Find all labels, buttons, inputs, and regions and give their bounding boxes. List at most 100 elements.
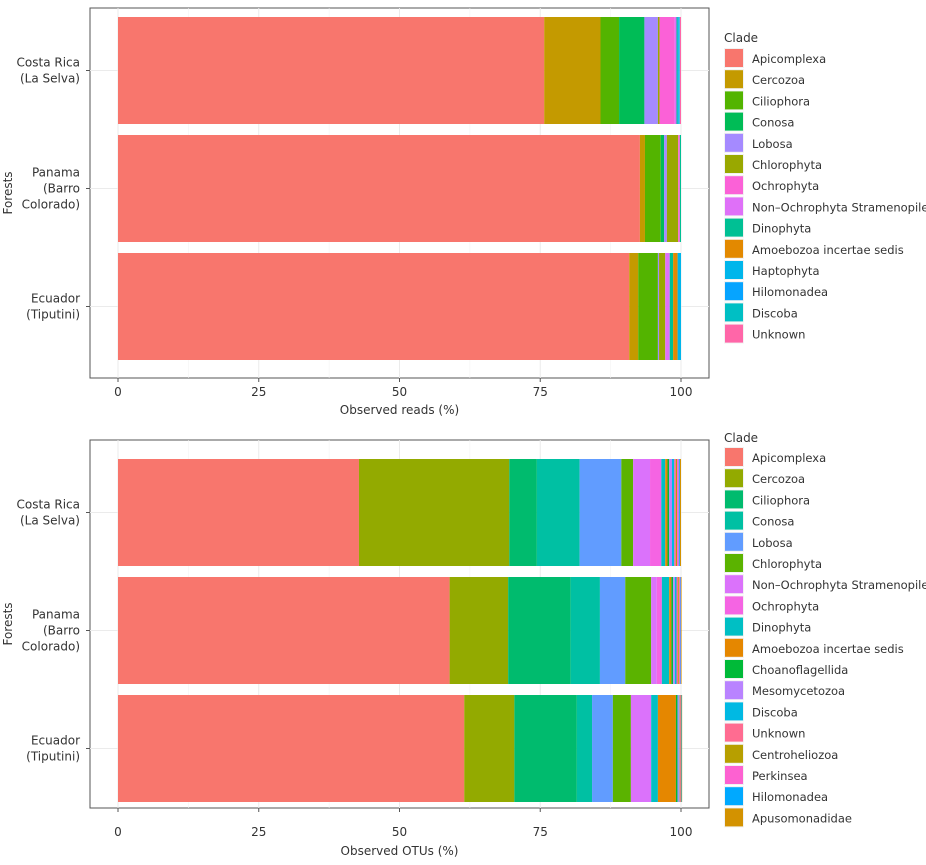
bar-segment-ciliophora bbox=[600, 17, 620, 124]
legend-label: Chlorophyta bbox=[752, 557, 822, 571]
bar-segment-lobosa bbox=[579, 459, 622, 566]
bar-segment-unknown bbox=[676, 577, 679, 684]
bar-segment-chlorophyta bbox=[625, 577, 652, 684]
bar-segment-chlorophyta bbox=[666, 135, 679, 242]
legend-label: Unknown bbox=[752, 727, 805, 741]
legend-label: Unknown bbox=[752, 328, 805, 342]
legend-label: Ciliophora bbox=[752, 493, 810, 507]
bar-segment-apicomplexa bbox=[118, 577, 450, 684]
bar-segment-dinophyta bbox=[661, 577, 670, 684]
bar-segment-amoebozoa-incertae-sedis bbox=[673, 253, 678, 360]
bar-segment-cercozoa bbox=[544, 17, 601, 124]
legend-swatch bbox=[725, 324, 743, 343]
bar-segment-apicomplexa bbox=[118, 459, 359, 566]
bar-segment-amoebozoa-incertae-sedis bbox=[665, 459, 668, 566]
bar-segment-dinophyta bbox=[669, 253, 674, 360]
bar-segment-cercozoa bbox=[358, 459, 510, 566]
y-tick-label: Panama (Barro Colorado) bbox=[22, 166, 80, 212]
legend-swatch bbox=[725, 197, 743, 216]
legend-swatch bbox=[725, 808, 743, 827]
bar-segment-discoba bbox=[671, 459, 675, 566]
y-axis-label: Forests bbox=[1, 602, 15, 645]
legend: Clade Apicomplexa Cercozoa Ciliophora Conosa… bbox=[724, 431, 926, 828]
bar-segment-amoebozoa-incertae-sedis bbox=[657, 695, 676, 802]
bar-segment-hilomonadea bbox=[681, 695, 682, 802]
legend-swatch bbox=[725, 490, 743, 509]
legend-label: Conosa bbox=[752, 116, 794, 130]
legend-swatch bbox=[725, 511, 743, 530]
chart-panel-2: Costa Rica (La Selva) Panama (Barro Colorado… bbox=[1, 431, 926, 858]
bar-segment-conosa bbox=[660, 135, 665, 242]
legend-swatch bbox=[725, 660, 743, 678]
legend-title: Clade bbox=[724, 431, 758, 445]
bar-segment-non-ochrophyta-stramenopiles bbox=[665, 253, 670, 360]
bar-segment-non-ochrophyta-stramenopiles bbox=[630, 695, 652, 802]
bar-segment-ciliophora bbox=[644, 135, 661, 242]
bar-segment-ochrophyta bbox=[678, 135, 680, 242]
legend-swatch bbox=[725, 70, 743, 89]
bar-segment-dinophyta bbox=[661, 459, 666, 566]
bar-segment-ciliophora bbox=[508, 577, 571, 684]
bar-segment-conosa bbox=[570, 577, 600, 684]
bar-segment-choanoflagellida bbox=[675, 695, 678, 802]
bar-segment-ochrophyta bbox=[650, 459, 662, 566]
legend-label: Hilomonadea bbox=[752, 790, 828, 804]
bar-segment-conosa bbox=[619, 17, 645, 124]
x-tick-label: 100 bbox=[670, 825, 693, 839]
bar-segment-apicomplexa bbox=[118, 17, 545, 124]
legend-label: Discoba bbox=[752, 705, 798, 719]
legend-label: Dinophyta bbox=[752, 621, 811, 635]
bar-segment-ciliophora bbox=[638, 253, 658, 360]
bar-segment-lobosa bbox=[664, 135, 667, 242]
bar-segment-hilomonadea bbox=[680, 577, 681, 684]
legend-swatch bbox=[725, 744, 743, 763]
legend-swatch bbox=[725, 218, 743, 237]
bar-segment-mesomycetozoa bbox=[669, 459, 672, 566]
legend-label: Cercozoa bbox=[752, 73, 805, 87]
bar-segment-apusomonadidae bbox=[679, 459, 681, 566]
x-tick-label: 25 bbox=[251, 825, 266, 839]
legend-label: Dinophyta bbox=[752, 222, 811, 236]
legend-swatch bbox=[725, 448, 743, 466]
legend-label: Choanoflagellida bbox=[752, 663, 848, 677]
legend-swatch bbox=[725, 617, 743, 636]
legend-swatch bbox=[725, 787, 743, 806]
x-tick-label: 0 bbox=[114, 825, 122, 839]
bar-segment-hilomonadea bbox=[678, 459, 680, 566]
bar-segment-discoba bbox=[678, 695, 680, 802]
x-tick-label: 50 bbox=[392, 825, 407, 839]
chart-panel-1: Costa Rica (La Selva) Panama (Barro Colorado… bbox=[1, 7, 926, 417]
bar-segment-discoba bbox=[679, 17, 680, 124]
legend-label: Apusomonadidae bbox=[752, 811, 852, 825]
bar-segment-ochrophyta bbox=[659, 17, 675, 124]
legend-swatch bbox=[725, 239, 743, 258]
legend-label: Ochrophyta bbox=[752, 179, 819, 193]
legend-swatch bbox=[725, 681, 743, 700]
bar-segment-centroheliozoa bbox=[678, 577, 680, 684]
bar-segment-ciliophora bbox=[509, 459, 537, 566]
x-axis-label: Observed reads (%) bbox=[340, 403, 459, 417]
legend-swatch bbox=[725, 261, 743, 279]
bar-segment-chlorophyta bbox=[657, 17, 660, 124]
legend-label: Non–Ochrophyta Stramenopiles bbox=[752, 200, 926, 214]
y-tick-label: Costa Rica (La Selva) bbox=[17, 498, 80, 528]
bar-segment-non-ochrophyta-stramenopiles bbox=[674, 17, 677, 124]
bar-segment-mesomycetozoa bbox=[673, 577, 675, 684]
bar-segment-chlorophyta bbox=[621, 459, 634, 566]
bar-segment-conosa bbox=[536, 459, 580, 566]
bar-segment-dinophyta bbox=[679, 135, 681, 242]
bar-segment-perkinsea bbox=[680, 695, 681, 802]
legend-swatch bbox=[725, 155, 743, 173]
legend-label: Apicomplexa bbox=[752, 52, 826, 66]
bar-segment-unknown bbox=[679, 17, 681, 124]
bar-segment-cercozoa bbox=[639, 135, 645, 242]
bar-segment-cercozoa bbox=[629, 253, 639, 360]
legend-swatch bbox=[725, 554, 743, 572]
legend-swatch bbox=[725, 49, 743, 67]
x-tick-label: 75 bbox=[533, 385, 548, 399]
legend-label: Ochrophyta bbox=[752, 599, 819, 613]
legend-label: Conosa bbox=[752, 515, 794, 529]
bar-segment-mesomycetozoa bbox=[677, 695, 679, 802]
legend-swatch bbox=[725, 112, 743, 131]
